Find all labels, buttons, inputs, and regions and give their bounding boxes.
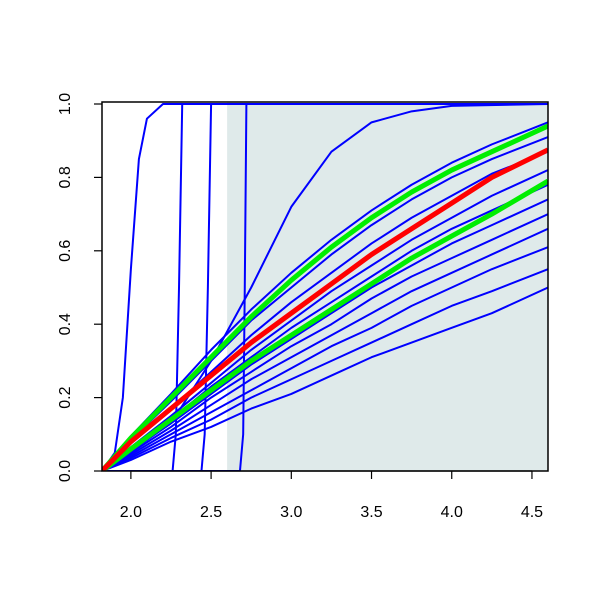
y-tick-label: 0.4 <box>57 313 74 335</box>
y-tick-label: 0.8 <box>57 166 74 188</box>
lines <box>102 103 548 471</box>
y-tick-label: 0.2 <box>57 386 74 408</box>
series-line <box>102 178 548 471</box>
series-line <box>102 246 548 471</box>
x-tick-label: 3.0 <box>280 504 302 521</box>
y-tick-label: 0.6 <box>57 240 74 262</box>
x-tick-label: 4.0 <box>441 504 463 521</box>
series-line <box>102 103 548 471</box>
series-line <box>102 213 548 471</box>
x-tick-label: 2.0 <box>120 504 142 521</box>
x-tick-label: 2.5 <box>200 504 222 521</box>
series-line <box>102 169 548 471</box>
y-tick-label: 0.0 <box>57 460 74 482</box>
series-line <box>102 227 548 471</box>
y-tick-label: 1.0 <box>57 93 74 115</box>
series-line <box>102 286 548 471</box>
x-tick-label: 3.5 <box>360 504 382 521</box>
shaded-region <box>227 102 548 471</box>
series-line <box>102 147 548 471</box>
series-line <box>102 103 548 471</box>
series-line <box>102 123 548 471</box>
series-line <box>102 268 548 471</box>
x-tick-label: 4.5 <box>521 504 543 521</box>
